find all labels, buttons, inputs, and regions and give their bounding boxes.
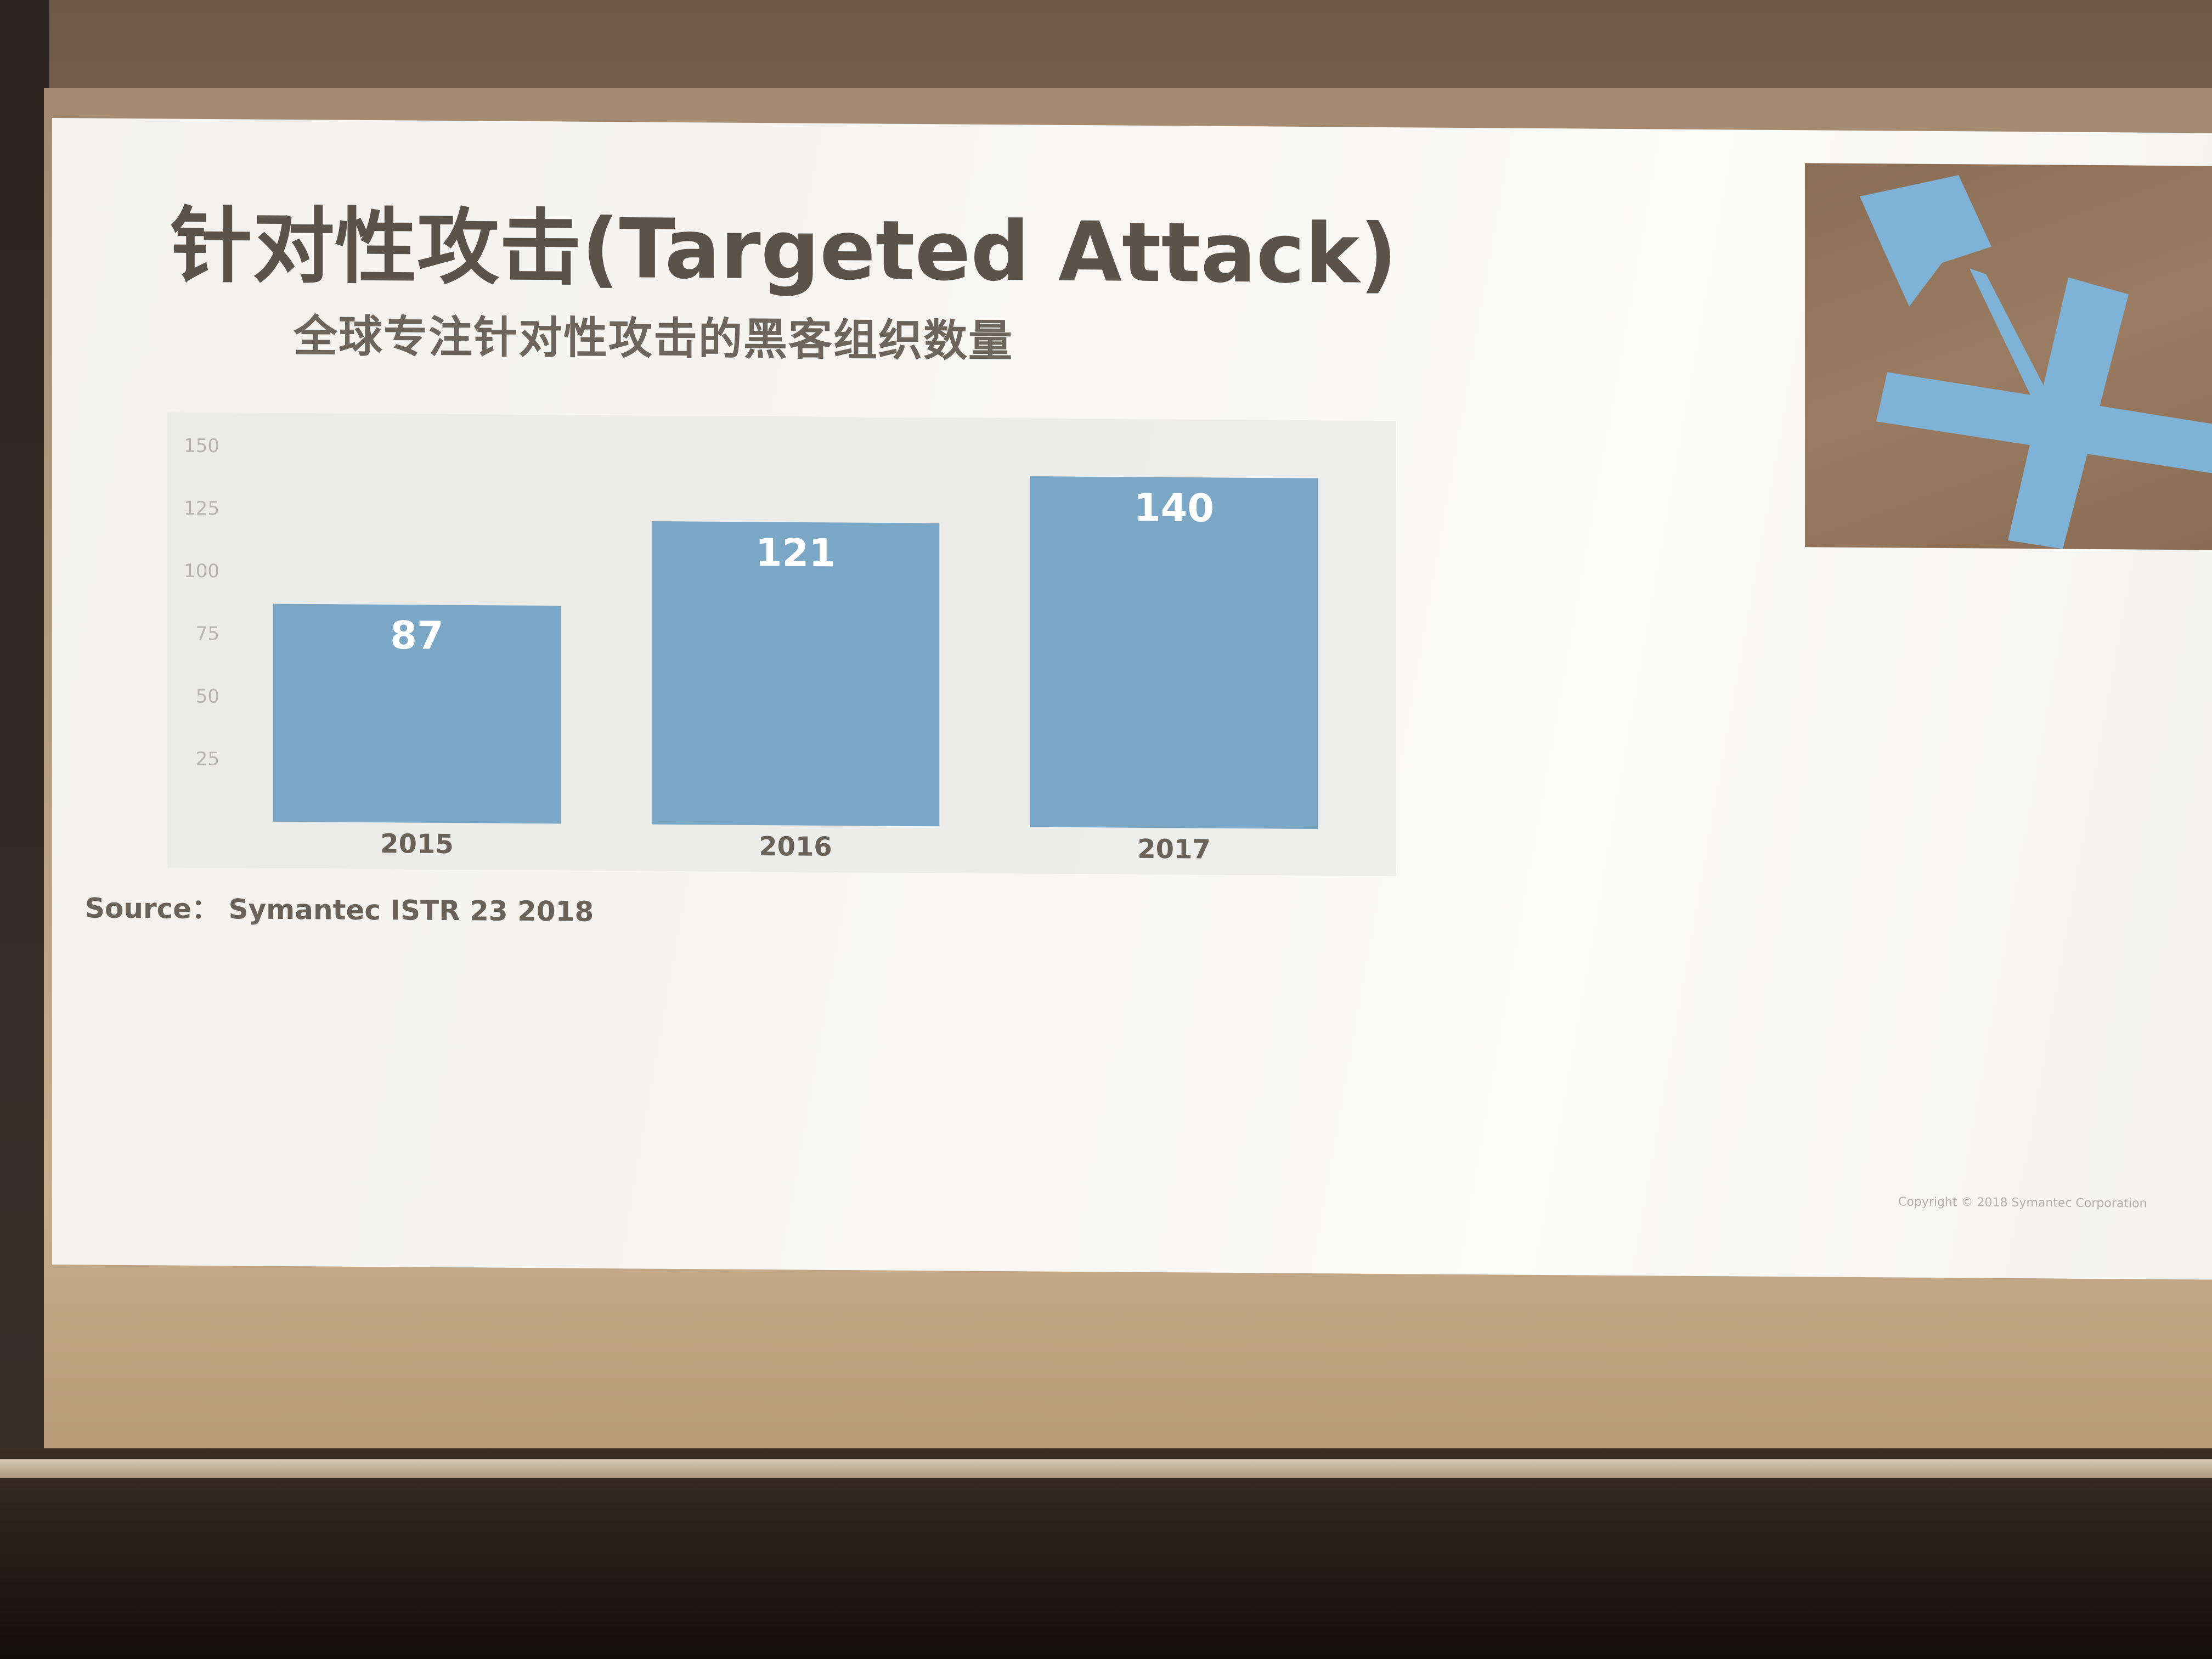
y-tick-label: 25 [196,748,219,770]
falling-sliver [1970,268,2063,428]
bar-2015 [273,603,561,824]
bar-chart: 25 50 75 100 125 150 87 2015 121 2016 140 2017 [184,435,1318,865]
data-label: 140 [1134,485,1214,531]
y-tick-label: 125 [184,498,219,520]
source-note: Source： Symantec ISTR 23 2018 [85,892,594,928]
x-tick-label: 2015 [380,828,454,860]
slide-title: 针对性攻击(Targeted Attack) [170,198,1397,303]
data-label: 121 [755,530,836,575]
cross-logo-graphic [1860,175,2212,549]
y-tick-label: 100 [184,560,219,582]
tilted-shape [1860,175,1991,307]
x-tick-label: 2017 [1137,834,1211,865]
bar-2016 [651,521,940,827]
screen-rail [0,1459,2212,1478]
copyright-note: Copyright © 2018 Symantec Corporation [1898,1195,2147,1211]
y-tick-label: 150 [184,435,219,457]
x-tick-label: 2016 [759,831,832,862]
cross-bar-vertical [2008,277,2129,549]
chart-area: 25 50 75 100 125 150 87 2015 121 2016 140 2017 [167,412,1396,877]
y-tick-label: 50 [196,685,219,707]
stage-floor [0,1448,2212,1659]
cross-logo-image [1805,163,2212,550]
data-label: 87 [390,613,443,658]
bar-2017 [1030,476,1318,830]
slide: 针对性攻击(Targeted Attack) 全球专注针对性攻击的黑客组织数量 … [52,118,2212,1280]
room-wall-left [0,0,49,1536]
chart-title: 全球专注针对性攻击的黑客组织数量 [294,311,1013,367]
y-tick-label: 75 [196,623,219,645]
